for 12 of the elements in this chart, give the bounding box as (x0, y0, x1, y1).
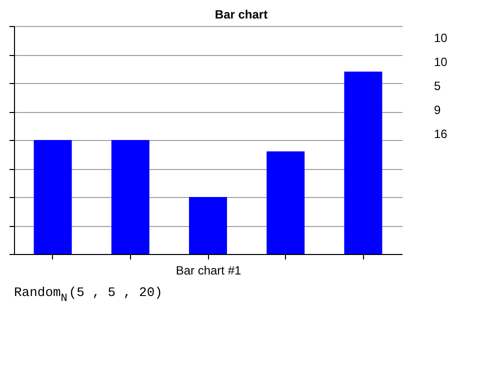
text: 10 (434, 55, 448, 69)
chart-title: Bar chart (214, 8, 268, 22)
bar (34, 140, 72, 254)
text: 16 (434, 127, 448, 141)
x-axis-title: Bar chart #1 (176, 264, 242, 278)
bar (111, 140, 150, 254)
text: 10 (434, 31, 448, 45)
bar (344, 72, 382, 254)
text: 5 (434, 79, 441, 93)
bar (266, 151, 305, 254)
text: 9 (434, 103, 441, 117)
bar (189, 197, 227, 254)
